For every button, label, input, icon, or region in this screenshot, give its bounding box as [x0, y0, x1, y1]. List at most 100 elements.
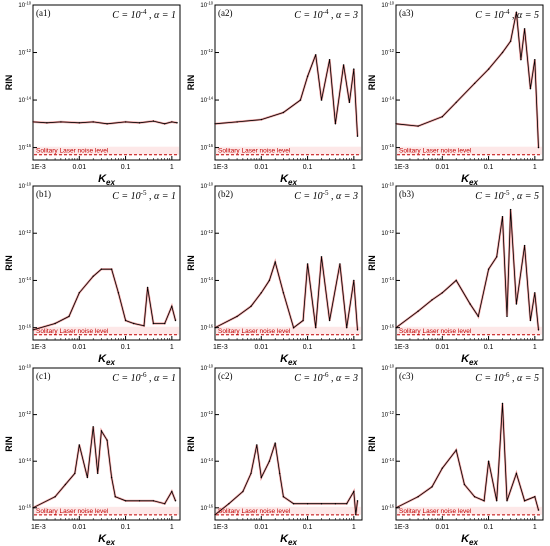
data-point	[441, 116, 443, 118]
data-point	[92, 426, 94, 428]
y-tick-label: 10-12	[381, 410, 394, 418]
data-point	[417, 496, 419, 498]
title-c-base: C = 10	[112, 10, 140, 21]
data-point	[501, 51, 504, 54]
x-tick-label: 0.01	[254, 344, 268, 351]
y-tick-label-exp: -10	[388, 182, 395, 187]
data-point	[268, 279, 271, 282]
panel-b1: Solitary Laser noise level 1E-3 0.01 0.1 1 10…	[4, 182, 181, 367]
data-point	[164, 503, 166, 505]
data-point	[515, 303, 518, 305]
x-tick-label: 0.01	[72, 344, 86, 351]
y-tick-label: 10-12	[381, 48, 394, 56]
y-tick-label: 10-10	[381, 1, 394, 9]
panel-a3: Solitary Laser noise level 1E-3 0.01 0.1 1 10…	[367, 1, 544, 187]
x-tick-label: 1E-3	[394, 524, 409, 531]
panel-c3: Solitary Laser noise level 1E-3 0.01 0.1 1 10…	[367, 364, 544, 546]
y-tick-label-exp: -16	[207, 503, 214, 508]
data-point	[236, 315, 238, 318]
data-point	[60, 121, 62, 123]
panel-a1: Solitary Laser noise level 1E-3 0.01 0.1 1 10…	[4, 1, 181, 187]
panel-title: C = 10-5 , α = 1	[112, 189, 176, 202]
data-point	[100, 268, 103, 270]
noise-band	[34, 506, 179, 515]
data-point	[306, 263, 309, 265]
y-tick-label-exp: -12	[25, 48, 32, 53]
title-c-exp: -5	[141, 189, 147, 197]
title-c-base: C = 10	[112, 373, 140, 384]
title-sep: ,	[510, 373, 518, 384]
y-tick-label-base: 10	[18, 278, 25, 284]
x-axis-label-base: K	[280, 533, 289, 545]
y-tick-label-base: 10	[200, 231, 207, 237]
y-axis-label: RIN	[4, 436, 14, 452]
title-c-exp: -4	[141, 8, 147, 16]
data-point	[529, 88, 532, 90]
title-c-base: C = 10	[294, 191, 322, 202]
panel-title: C = 10-4 , α = 1	[112, 8, 176, 21]
data-point	[506, 500, 508, 502]
data-point	[46, 122, 48, 124]
data-point	[260, 476, 262, 479]
x-tick-label: 1	[352, 164, 356, 171]
y-tick-label-exp: -10	[25, 1, 32, 6]
data-point	[487, 268, 490, 270]
y-tick-label: 10-14	[381, 457, 394, 465]
x-tick-label: 1	[533, 164, 537, 171]
y-tick-label: 10-16	[200, 323, 213, 331]
data-point	[117, 292, 120, 294]
title-sep: ,	[147, 191, 155, 202]
noise-level-label: Solitary Laser noise level	[399, 508, 472, 515]
x-axis-label-base: K	[461, 173, 470, 185]
panel-title: C = 10-6 , α = 1	[112, 371, 176, 384]
x-tick-label: 1E-3	[31, 524, 46, 531]
data-point	[441, 292, 443, 294]
data-point	[417, 310, 419, 312]
data-point	[537, 146, 540, 149]
y-tick-label-base: 10	[381, 459, 388, 465]
y-tick-label-exp: -12	[25, 229, 32, 234]
y-tick-label-exp: -12	[207, 410, 214, 415]
title-c-base: C = 10	[294, 10, 322, 21]
data-point	[320, 99, 323, 101]
data-point	[496, 500, 498, 502]
title-c-base: C = 10	[475, 191, 503, 202]
data-point	[509, 208, 512, 211]
y-tick-label-base: 10	[18, 98, 25, 104]
x-tick-label: 1	[352, 524, 356, 531]
y-tick-label: 10-12	[200, 229, 213, 237]
y-tick-label-base: 10	[18, 146, 25, 152]
panel-label: (c2)	[218, 371, 233, 381]
y-tick-label-exp: -10	[25, 182, 32, 187]
data-point	[299, 99, 302, 101]
data-point	[339, 263, 341, 265]
data-point	[114, 496, 117, 498]
panel-label: (a2)	[218, 8, 233, 18]
data-point	[356, 329, 359, 331]
y-tick-label: 10-10	[200, 364, 213, 372]
y-tick-label-base: 10	[200, 3, 207, 9]
data-point	[152, 120, 155, 122]
noise-band	[397, 146, 542, 155]
data-point	[171, 305, 173, 307]
x-axis-label: Kex	[98, 173, 115, 187]
noise-band	[216, 326, 361, 335]
series-line-0	[32, 426, 176, 509]
y-tick-label: 10-12	[18, 410, 31, 418]
y-tick-label: 10-16	[200, 503, 213, 511]
y-tick-label-exp: -12	[207, 229, 214, 234]
panel-label: (a3)	[399, 8, 414, 18]
data-point	[32, 121, 34, 123]
x-tick-label: 0.01	[72, 524, 86, 531]
panel-title: C = 10-5 , α = 5	[475, 189, 539, 202]
title-alpha: α = 5	[517, 10, 539, 21]
y-axis-label: RIN	[186, 75, 196, 91]
data-point	[515, 11, 518, 13]
data-point	[152, 322, 155, 325]
x-tick-label: 0.1	[303, 524, 313, 531]
y-tick-label-base: 10	[381, 413, 388, 419]
x-axis-label-base: K	[461, 533, 470, 545]
data-point	[328, 319, 331, 322]
data-point	[523, 500, 526, 502]
y-axis-label: RIN	[367, 75, 377, 91]
